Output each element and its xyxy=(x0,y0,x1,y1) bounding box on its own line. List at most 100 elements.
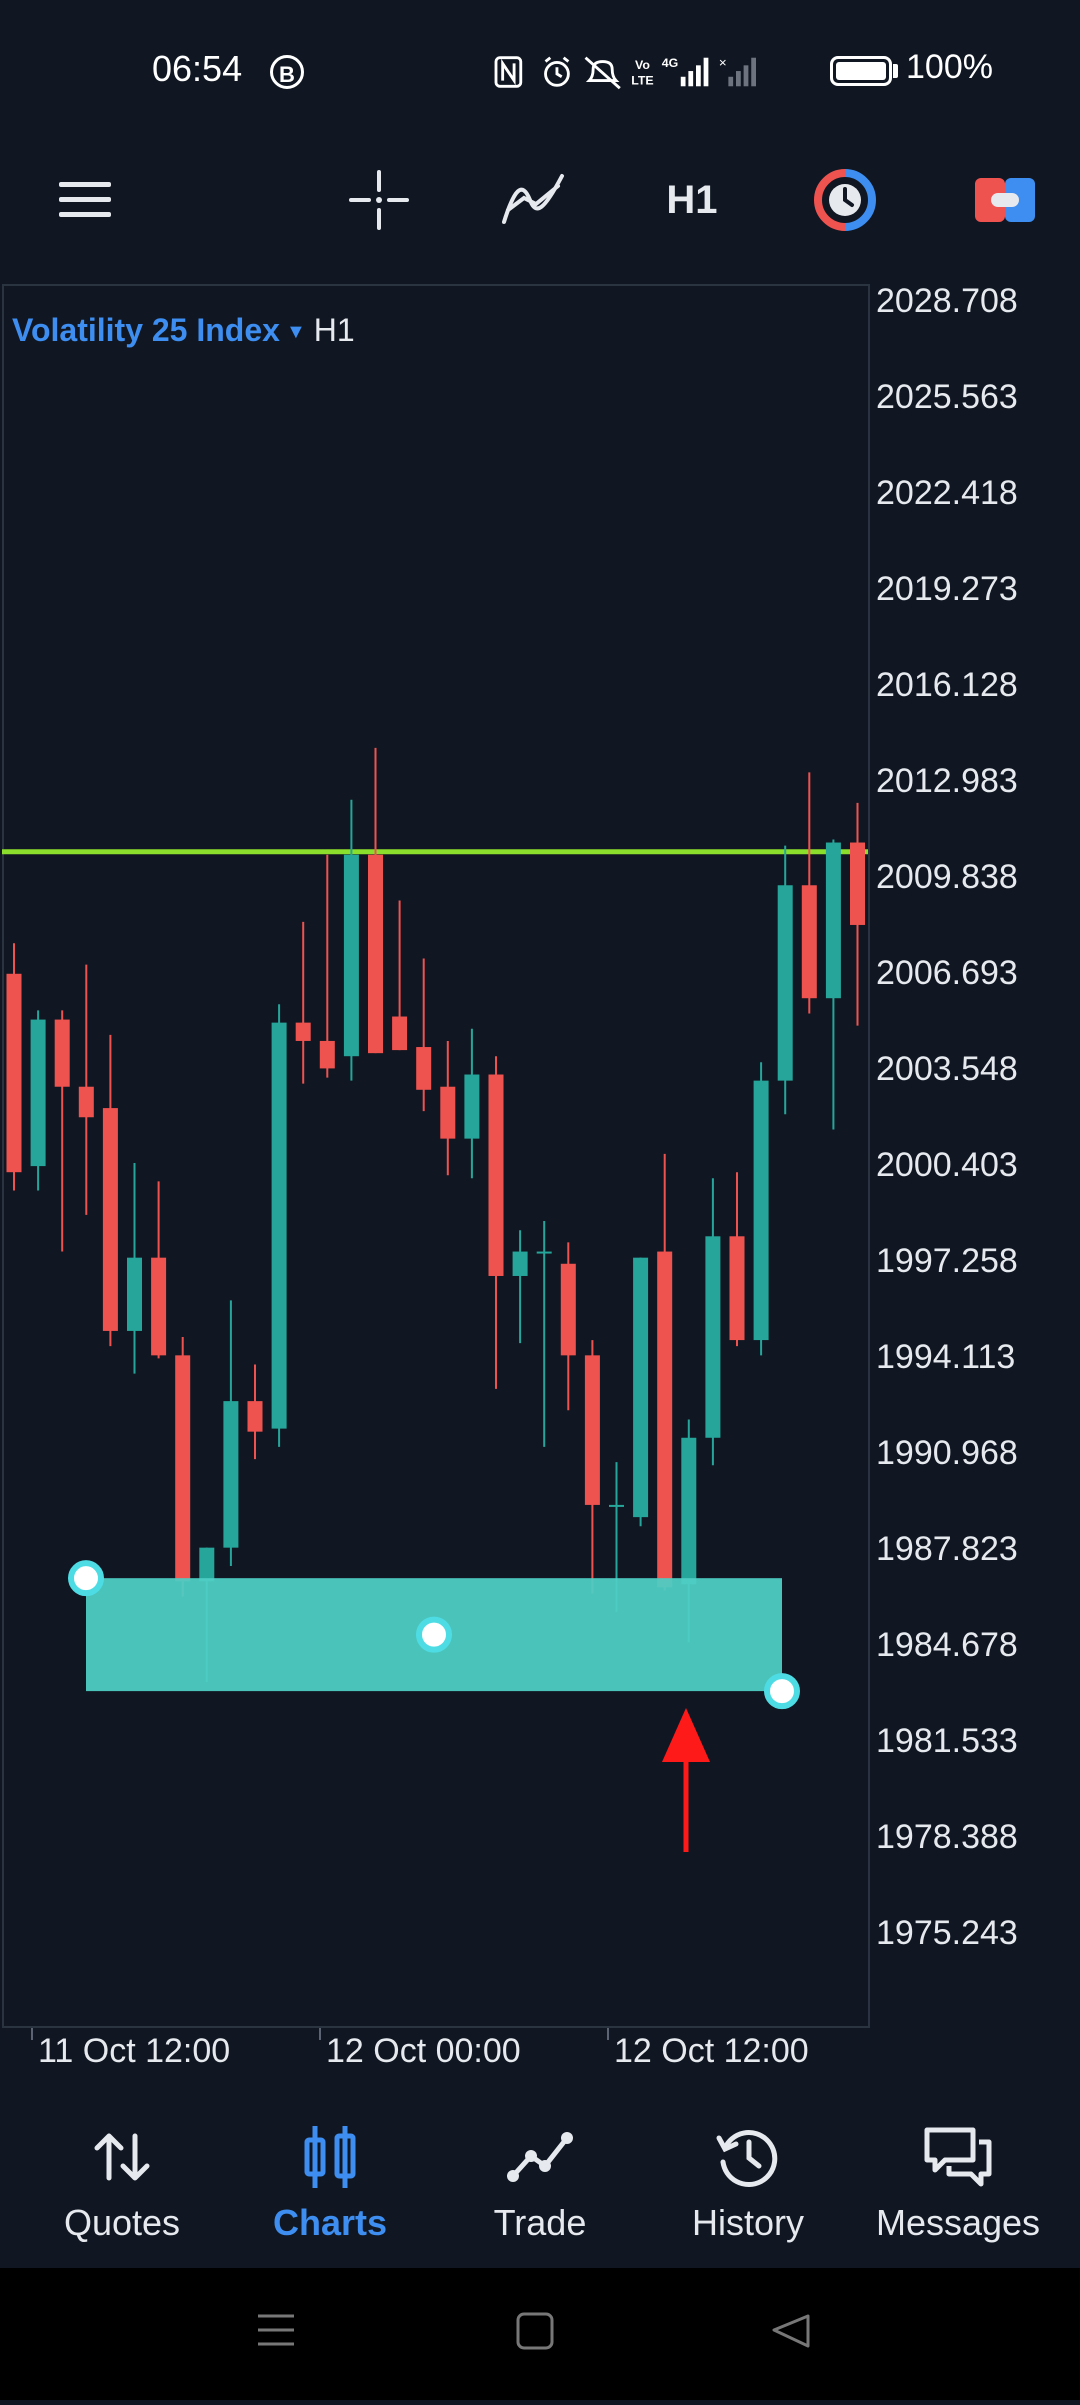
candle xyxy=(801,772,817,1014)
bearish-candle-body xyxy=(78,1086,94,1118)
timeframe-label: H1 xyxy=(666,177,718,222)
candle xyxy=(777,845,793,1115)
nav-charts[interactable]: Charts xyxy=(230,2092,430,2268)
candle xyxy=(175,1337,191,1597)
mute-icon xyxy=(584,56,621,90)
price-axis-label: 1984.678 xyxy=(876,1626,1018,1664)
status-icons: Vo LTE 4G × xyxy=(494,55,756,90)
price-axis-label: 2012.983 xyxy=(876,762,1018,800)
system-navigation-bar xyxy=(0,2268,1080,2400)
symbol-caret-icon[interactable]: ▼ xyxy=(285,321,306,343)
candle xyxy=(151,1181,167,1359)
system-nav-icons xyxy=(258,2312,810,2350)
bearish-candle-body xyxy=(440,1086,456,1139)
time-axis-label: 12 Oct 00:00 xyxy=(326,2032,521,2070)
symbol-name[interactable]: Volatility 25 Index xyxy=(12,312,280,348)
candle xyxy=(657,1153,673,1591)
price-axis-label: 1994.113 xyxy=(876,1338,1016,1376)
candle xyxy=(825,839,841,1130)
charts-icon xyxy=(304,2126,356,2188)
price-axis-label: 2006.693 xyxy=(876,954,1018,992)
chart-symbol-label[interactable]: Volatility 25 Index ▼ H1 xyxy=(12,312,355,349)
indicators-button[interactable] xyxy=(498,170,568,230)
bearish-candle-body xyxy=(6,973,22,1173)
bullish-candle-body xyxy=(777,885,793,1081)
price-axis-label: 1981.533 xyxy=(876,1722,1018,1760)
price-axis-label: 2022.418 xyxy=(876,474,1018,512)
price-axis-label: 2016.128 xyxy=(876,666,1018,704)
back-icon xyxy=(772,2314,810,2348)
candle xyxy=(6,943,22,1191)
timeframe-button[interactable]: H1 xyxy=(652,170,732,230)
bearish-candle-body xyxy=(729,1236,745,1341)
svg-text:×: × xyxy=(719,55,727,70)
candle xyxy=(30,1010,46,1191)
bearish-candle-body xyxy=(488,1074,504,1276)
nav-trade[interactable]: Trade xyxy=(440,2092,640,2268)
recents-icon xyxy=(258,2314,294,2346)
bullish-candle-body xyxy=(199,1547,215,1582)
bullish-candle-body xyxy=(512,1251,528,1276)
bullish-candle-body xyxy=(705,1236,721,1438)
bearish-candle-body xyxy=(319,1040,335,1069)
menu-icon xyxy=(59,182,111,217)
candle xyxy=(343,799,359,1081)
bearish-candle-body xyxy=(560,1263,576,1356)
red-arrow-head xyxy=(662,1708,710,1762)
candle xyxy=(850,802,865,1026)
candle xyxy=(271,1004,287,1447)
4g-signal-icon: 4G xyxy=(662,56,709,87)
volte-icon: Vo LTE xyxy=(631,58,653,87)
bearish-candle-body xyxy=(416,1047,432,1090)
candle xyxy=(705,1178,721,1466)
svg-text:Vo: Vo xyxy=(635,58,650,72)
candle xyxy=(729,1172,745,1347)
price-axis-label: 2028.708 xyxy=(876,282,1018,320)
candle xyxy=(295,921,311,1084)
price-axis-label: 1987.823 xyxy=(876,1530,1018,1568)
zone-handle-bottom-right[interactable] xyxy=(764,1673,800,1710)
candle xyxy=(416,958,432,1112)
trade-panel-button[interactable] xyxy=(970,170,1040,230)
nav-quotes[interactable]: Quotes xyxy=(22,2092,222,2268)
bearish-candle-body xyxy=(247,1401,263,1432)
bearish-candle-body xyxy=(295,1022,311,1041)
indicators-icon xyxy=(502,174,564,224)
bearish-candle-body xyxy=(102,1108,118,1331)
chart-area[interactable] xyxy=(2,284,870,2028)
price-axis-label: 1997.258 xyxy=(876,1242,1018,1280)
candle xyxy=(78,964,94,1215)
zone-handle-top-left[interactable] xyxy=(68,1560,104,1597)
price-axis-label: 1990.968 xyxy=(876,1434,1018,1472)
trade-panel-icon xyxy=(975,178,1035,222)
candle xyxy=(247,1364,263,1460)
candle xyxy=(584,1340,600,1594)
candle xyxy=(102,1034,118,1347)
status-bar: 06:54 B Vo LTE 4G × xyxy=(0,0,1080,140)
candle xyxy=(319,854,335,1078)
nav-history[interactable]: History xyxy=(648,2092,848,2268)
price-axis-label: 2009.838 xyxy=(876,858,1018,896)
bullish-candle-body xyxy=(633,1257,649,1518)
bearish-candle-body xyxy=(584,1355,600,1505)
bearish-candle-body xyxy=(151,1257,167,1356)
candle xyxy=(536,1221,552,1447)
menu-button[interactable] xyxy=(50,170,120,230)
bullish-candle-body xyxy=(825,842,841,999)
bullish-candle-body xyxy=(343,854,359,1057)
crosshair-button[interactable] xyxy=(344,170,414,230)
bullish-candle-body xyxy=(464,1074,480,1139)
candle xyxy=(560,1242,576,1411)
signal-icon: × xyxy=(719,55,756,87)
bearish-candle-body xyxy=(175,1355,191,1582)
nfc-icon xyxy=(494,56,523,88)
candle xyxy=(54,1010,70,1252)
nav-messages[interactable]: Messages xyxy=(858,2092,1058,2268)
history-icon xyxy=(716,2130,778,2188)
one-click-trade-button[interactable] xyxy=(810,169,880,231)
candle xyxy=(440,1040,456,1176)
candle xyxy=(753,1062,769,1356)
zone-handle-center[interactable] xyxy=(416,1616,452,1653)
candlestick-chart[interactable] xyxy=(0,0,1080,2092)
status-time: 06:54 xyxy=(152,48,243,89)
